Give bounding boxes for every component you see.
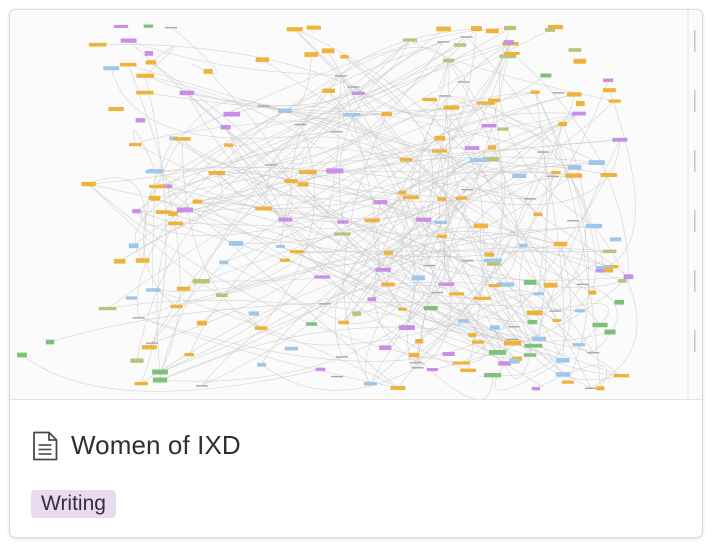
page-card[interactable]: Women of IXD Writing: [9, 9, 703, 538]
cover-image: [10, 10, 702, 400]
card-title[interactable]: Women of IXD: [71, 430, 241, 460]
card-body: Women of IXD Writing: [10, 400, 702, 537]
diagram-thumbnail: [17, 10, 696, 399]
title-row: Women of IXD: [32, 430, 241, 461]
document-icon: [33, 431, 58, 460]
tag-badge: Writing: [31, 490, 116, 518]
